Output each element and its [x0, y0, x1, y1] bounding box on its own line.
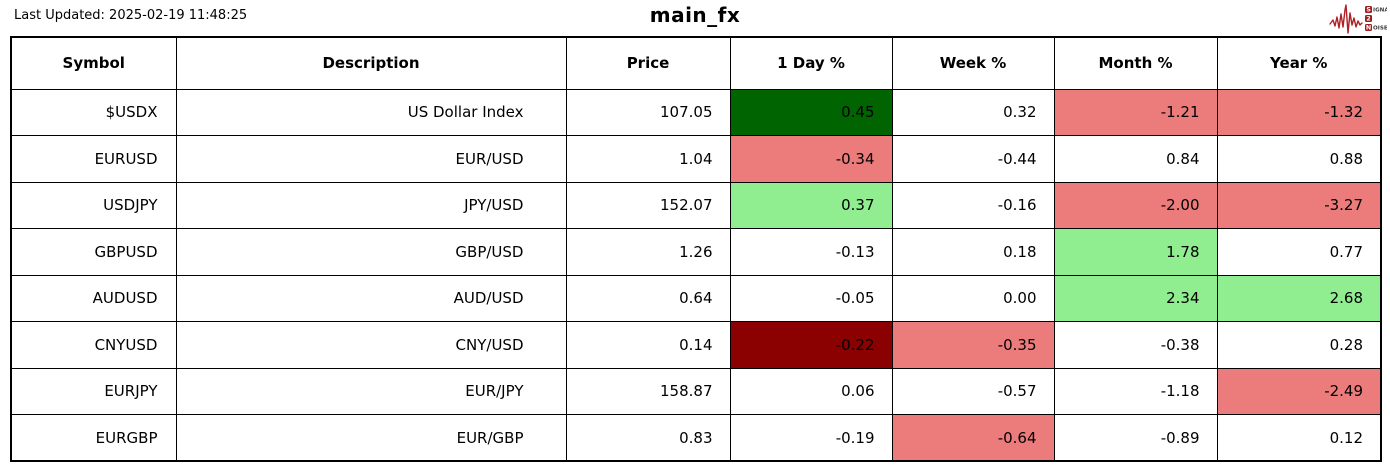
cell-year: 0.12: [1216, 414, 1382, 462]
cell-year: -2.49: [1216, 367, 1382, 415]
last-updated-label: Last Updated: 2025-02-19 11:48:25: [14, 8, 248, 23]
cell-description: CNY/USD: [175, 321, 567, 369]
cell-1day: -0.19: [729, 414, 893, 462]
cell-price: 1.04: [565, 135, 731, 183]
cell-symbol: CNYUSD: [10, 321, 177, 369]
waveform-icon: [1329, 4, 1363, 34]
logo-word-noise: OISE: [1373, 26, 1387, 32]
cell-description: EUR/GBP: [175, 414, 567, 462]
cell-month: -1.18: [1053, 367, 1218, 415]
cell-description: EUR/JPY: [175, 367, 567, 415]
cell-symbol: EURJPY: [10, 367, 177, 415]
cell-week: 0.18: [891, 228, 1055, 276]
table-row-usdx: $USDX US Dollar Index 107.05 0.45 0.32 -…: [10, 88, 1382, 136]
header-row: Symbol Description Price 1 Day % Week % …: [10, 36, 1382, 90]
table-row-eurgbp: EURGBP EUR/GBP 0.83 -0.19 -0.64 -0.89 0.…: [10, 414, 1382, 462]
logo-letter-2: 2: [1366, 15, 1370, 23]
cell-month: -1.21: [1053, 88, 1218, 136]
fx-table: Symbol Description Price 1 Day % Week % …: [10, 36, 1382, 462]
cell-month: -0.38: [1053, 321, 1218, 369]
column-header-year: Year %: [1216, 36, 1382, 90]
cell-symbol: $USDX: [10, 88, 177, 136]
logo-letter-n: N: [1366, 24, 1371, 32]
cell-week: -0.64: [891, 414, 1055, 462]
cell-price: 152.07: [565, 181, 731, 229]
table-row-usdjpy: USDJPY JPY/USD 152.07 0.37 -0.16 -2.00 -…: [10, 181, 1382, 229]
cell-week: -0.44: [891, 135, 1055, 183]
table-row-eurusd: EURUSD EUR/USD 1.04 -0.34 -0.44 0.84 0.8…: [10, 135, 1382, 183]
cell-1day: 0.06: [729, 367, 893, 415]
cell-price: 0.83: [565, 414, 731, 462]
cell-year: 0.28: [1216, 321, 1382, 369]
cell-price: 0.14: [565, 321, 731, 369]
cell-description: GBP/USD: [175, 228, 567, 276]
cell-price: 107.05: [565, 88, 731, 136]
cell-description: AUD/USD: [175, 274, 567, 322]
cell-description: EUR/USD: [175, 135, 567, 183]
cell-1day: -0.34: [729, 135, 893, 183]
signal2noise-logo: S IGNAL 2 N OISE: [1329, 4, 1387, 34]
column-header-price: Price: [565, 36, 731, 90]
cell-1day: 0.45: [729, 88, 893, 136]
cell-week: -0.57: [891, 367, 1055, 415]
cell-symbol: USDJPY: [10, 181, 177, 229]
cell-week: 0.00: [891, 274, 1055, 322]
column-header-week: Week %: [891, 36, 1055, 90]
cell-year: -3.27: [1216, 181, 1382, 229]
cell-1day: -0.05: [729, 274, 893, 322]
cell-year: 0.77: [1216, 228, 1382, 276]
cell-week: 0.32: [891, 88, 1055, 136]
cell-month: -0.89: [1053, 414, 1218, 462]
logo-text: S IGNAL 2 N OISE: [1365, 6, 1387, 32]
cell-price: 1.26: [565, 228, 731, 276]
cell-symbol: GBPUSD: [10, 228, 177, 276]
cell-year: 2.68: [1216, 274, 1382, 322]
table-row-gbpusd: GBPUSD GBP/USD 1.26 -0.13 0.18 1.78 0.77: [10, 228, 1382, 276]
column-header-1day: 1 Day %: [729, 36, 893, 90]
cell-month: 1.78: [1053, 228, 1218, 276]
cell-1day: -0.22: [729, 321, 893, 369]
cell-week: -0.35: [891, 321, 1055, 369]
cell-symbol: EURGBP: [10, 414, 177, 462]
logo-letter-s: S: [1366, 6, 1371, 14]
table-row-eurjpy: EURJPY EUR/JPY 158.87 0.06 -0.57 -1.18 -…: [10, 367, 1382, 415]
cell-1day: -0.13: [729, 228, 893, 276]
cell-1day: 0.37: [729, 181, 893, 229]
column-header-description: Description: [175, 36, 567, 90]
cell-price: 0.64: [565, 274, 731, 322]
cell-description: US Dollar Index: [175, 88, 567, 136]
cell-month: 0.84: [1053, 135, 1218, 183]
page-title: main_fx: [649, 3, 741, 27]
cell-price: 158.87: [565, 367, 731, 415]
table-row-audusd: AUDUSD AUD/USD 0.64 -0.05 0.00 2.34 2.68: [10, 274, 1382, 322]
cell-month: 2.34: [1053, 274, 1218, 322]
cell-week: -0.16: [891, 181, 1055, 229]
cell-year: 0.88: [1216, 135, 1382, 183]
column-header-symbol: Symbol: [10, 36, 177, 90]
cell-month: -2.00: [1053, 181, 1218, 229]
cell-symbol: EURUSD: [10, 135, 177, 183]
cell-description: JPY/USD: [175, 181, 567, 229]
column-header-month: Month %: [1053, 36, 1218, 90]
cell-symbol: AUDUSD: [10, 274, 177, 322]
cell-year: -1.32: [1216, 88, 1382, 136]
logo-word-signal: IGNAL: [1373, 8, 1387, 14]
table-row-cnyusd: CNYUSD CNY/USD 0.14 -0.22 -0.35 -0.38 0.…: [10, 321, 1382, 369]
